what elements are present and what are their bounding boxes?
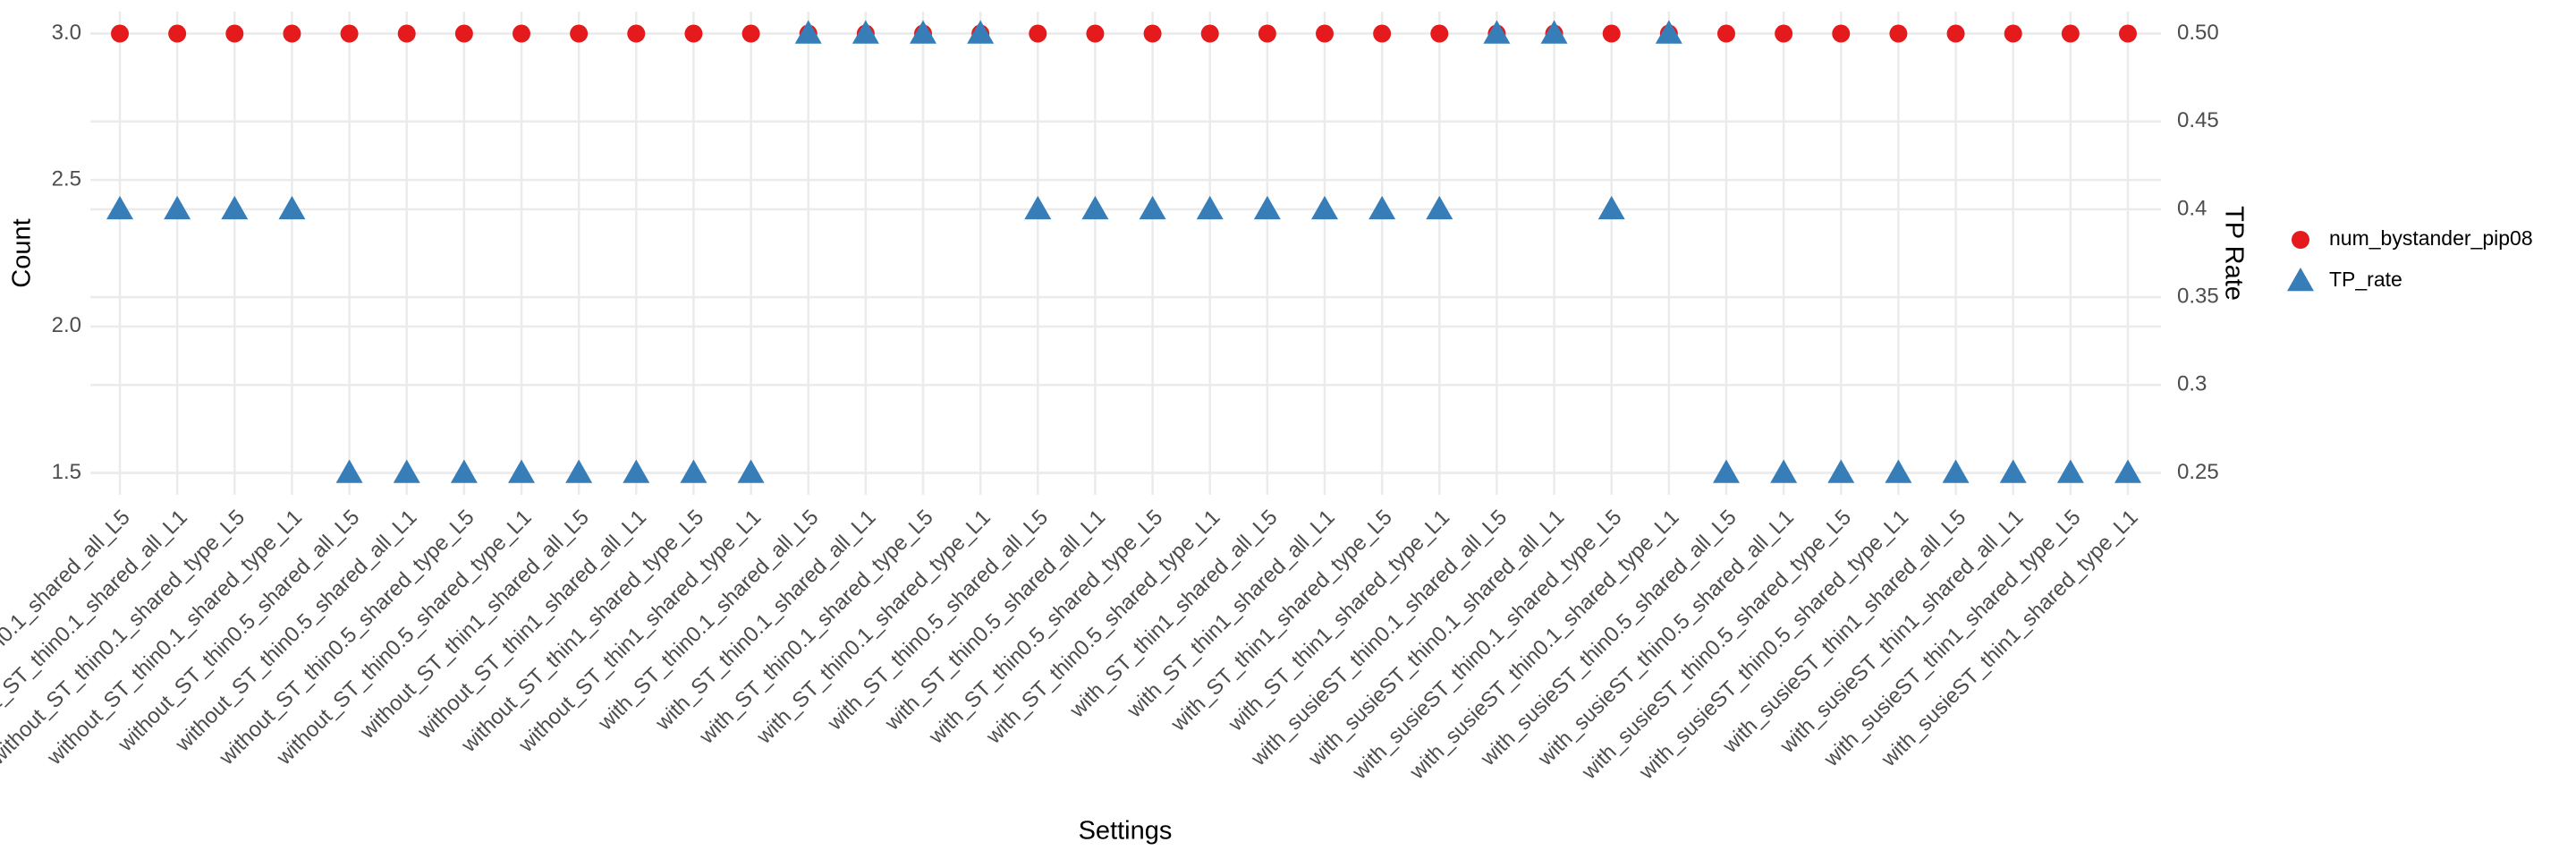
triangle-point xyxy=(1655,20,1682,44)
triangle-point xyxy=(1139,195,1166,220)
circle-point xyxy=(397,24,416,43)
circle-point xyxy=(1430,24,1449,43)
x-tick-label: with_ST_thin1_shared_all_L1 xyxy=(1122,506,1339,723)
triangle-point xyxy=(967,20,995,44)
triangle-point xyxy=(1024,195,1052,220)
triangle-point xyxy=(1713,459,1740,483)
triangle-point xyxy=(508,459,535,483)
triangle-point xyxy=(1483,20,1511,44)
triangle-point xyxy=(2114,459,2141,483)
circle-point xyxy=(283,24,301,43)
y2-axis-title: TP Rate xyxy=(2219,206,2248,301)
circle-point xyxy=(1373,24,1392,43)
circle-point xyxy=(1946,24,1965,43)
circle-point xyxy=(340,24,359,43)
circle-point xyxy=(684,24,703,43)
circle-point xyxy=(570,24,589,43)
y2-tick-label: 0.25 xyxy=(2177,460,2219,484)
circle-point xyxy=(225,24,244,43)
circle-point xyxy=(1832,24,1851,43)
y2-tick-label: 0.50 xyxy=(2177,21,2219,45)
circle-point xyxy=(513,24,530,43)
y-axis-title: Count xyxy=(8,218,37,287)
triangle-point xyxy=(393,459,420,483)
triangle-point xyxy=(910,20,936,44)
circle-point xyxy=(1316,24,1334,43)
y-tick-label: 3.0 xyxy=(52,21,81,45)
circle-point xyxy=(1775,24,1793,43)
triangle-point xyxy=(1999,459,2027,483)
triangle-point xyxy=(450,459,478,483)
marks xyxy=(106,20,2141,483)
triangle-point xyxy=(680,459,708,483)
circle-point xyxy=(2292,231,2309,249)
triangle-point xyxy=(1540,20,1568,44)
circle-point xyxy=(1086,24,1105,43)
triangle-point xyxy=(221,195,249,220)
triangle-point xyxy=(1196,195,1224,220)
circle-point xyxy=(1200,24,1219,43)
circle-point xyxy=(741,24,760,43)
circle-point xyxy=(1143,24,1162,43)
triangle-point xyxy=(164,195,191,220)
y2-tick-label: 0.35 xyxy=(2177,284,2219,308)
circle-point xyxy=(454,24,473,43)
triangle-point xyxy=(1081,195,1109,220)
triangle-point xyxy=(1885,459,1912,483)
y-tick-label: 1.5 xyxy=(52,460,81,484)
triangle-point xyxy=(1426,195,1453,220)
x-tick-label: with_ST_thin1_shared_all_L5 xyxy=(1064,506,1282,723)
triangle-point xyxy=(737,459,765,483)
legend-label: TP_rate xyxy=(2329,268,2402,291)
triangle-point xyxy=(1827,459,1855,483)
circle-point xyxy=(2119,24,2137,43)
circle-point xyxy=(1889,24,1908,43)
y-tick-label: 2.0 xyxy=(52,313,81,337)
circle-point xyxy=(168,24,187,43)
circle-point xyxy=(1258,24,1276,43)
circle-point xyxy=(1602,24,1621,43)
y2-tick-label: 0.3 xyxy=(2177,372,2207,396)
x-axis-title: Settings xyxy=(1079,817,1173,846)
y-tick-label: 2.5 xyxy=(52,167,81,191)
y2-tick-label: 0.4 xyxy=(2177,196,2207,220)
triangle-point xyxy=(2287,268,2314,292)
triangle-point xyxy=(1311,195,1338,220)
triangle-point xyxy=(278,195,306,220)
triangle-point xyxy=(106,195,133,220)
triangle-point xyxy=(565,459,593,483)
triangle-point xyxy=(1597,195,1625,220)
triangle-point xyxy=(2056,459,2084,483)
triangle-point xyxy=(1770,459,1798,483)
circle-point xyxy=(627,24,646,43)
circle-point xyxy=(111,24,129,43)
triangle-point xyxy=(852,20,879,44)
triangle-point xyxy=(623,459,650,483)
grid xyxy=(90,12,2161,495)
y2-tick-label: 0.45 xyxy=(2177,108,2219,132)
triangle-point xyxy=(1253,195,1281,220)
triangle-point xyxy=(335,459,363,483)
legend-label: num_bystander_pip08 xyxy=(2329,226,2533,250)
triangle-point xyxy=(794,20,822,44)
circle-point xyxy=(2004,24,2022,43)
circle-point xyxy=(1717,24,1735,43)
triangle-point xyxy=(1368,195,1396,220)
triangle-point xyxy=(1942,459,1970,483)
circle-point xyxy=(2061,24,2080,43)
circle-point xyxy=(1029,24,1047,43)
